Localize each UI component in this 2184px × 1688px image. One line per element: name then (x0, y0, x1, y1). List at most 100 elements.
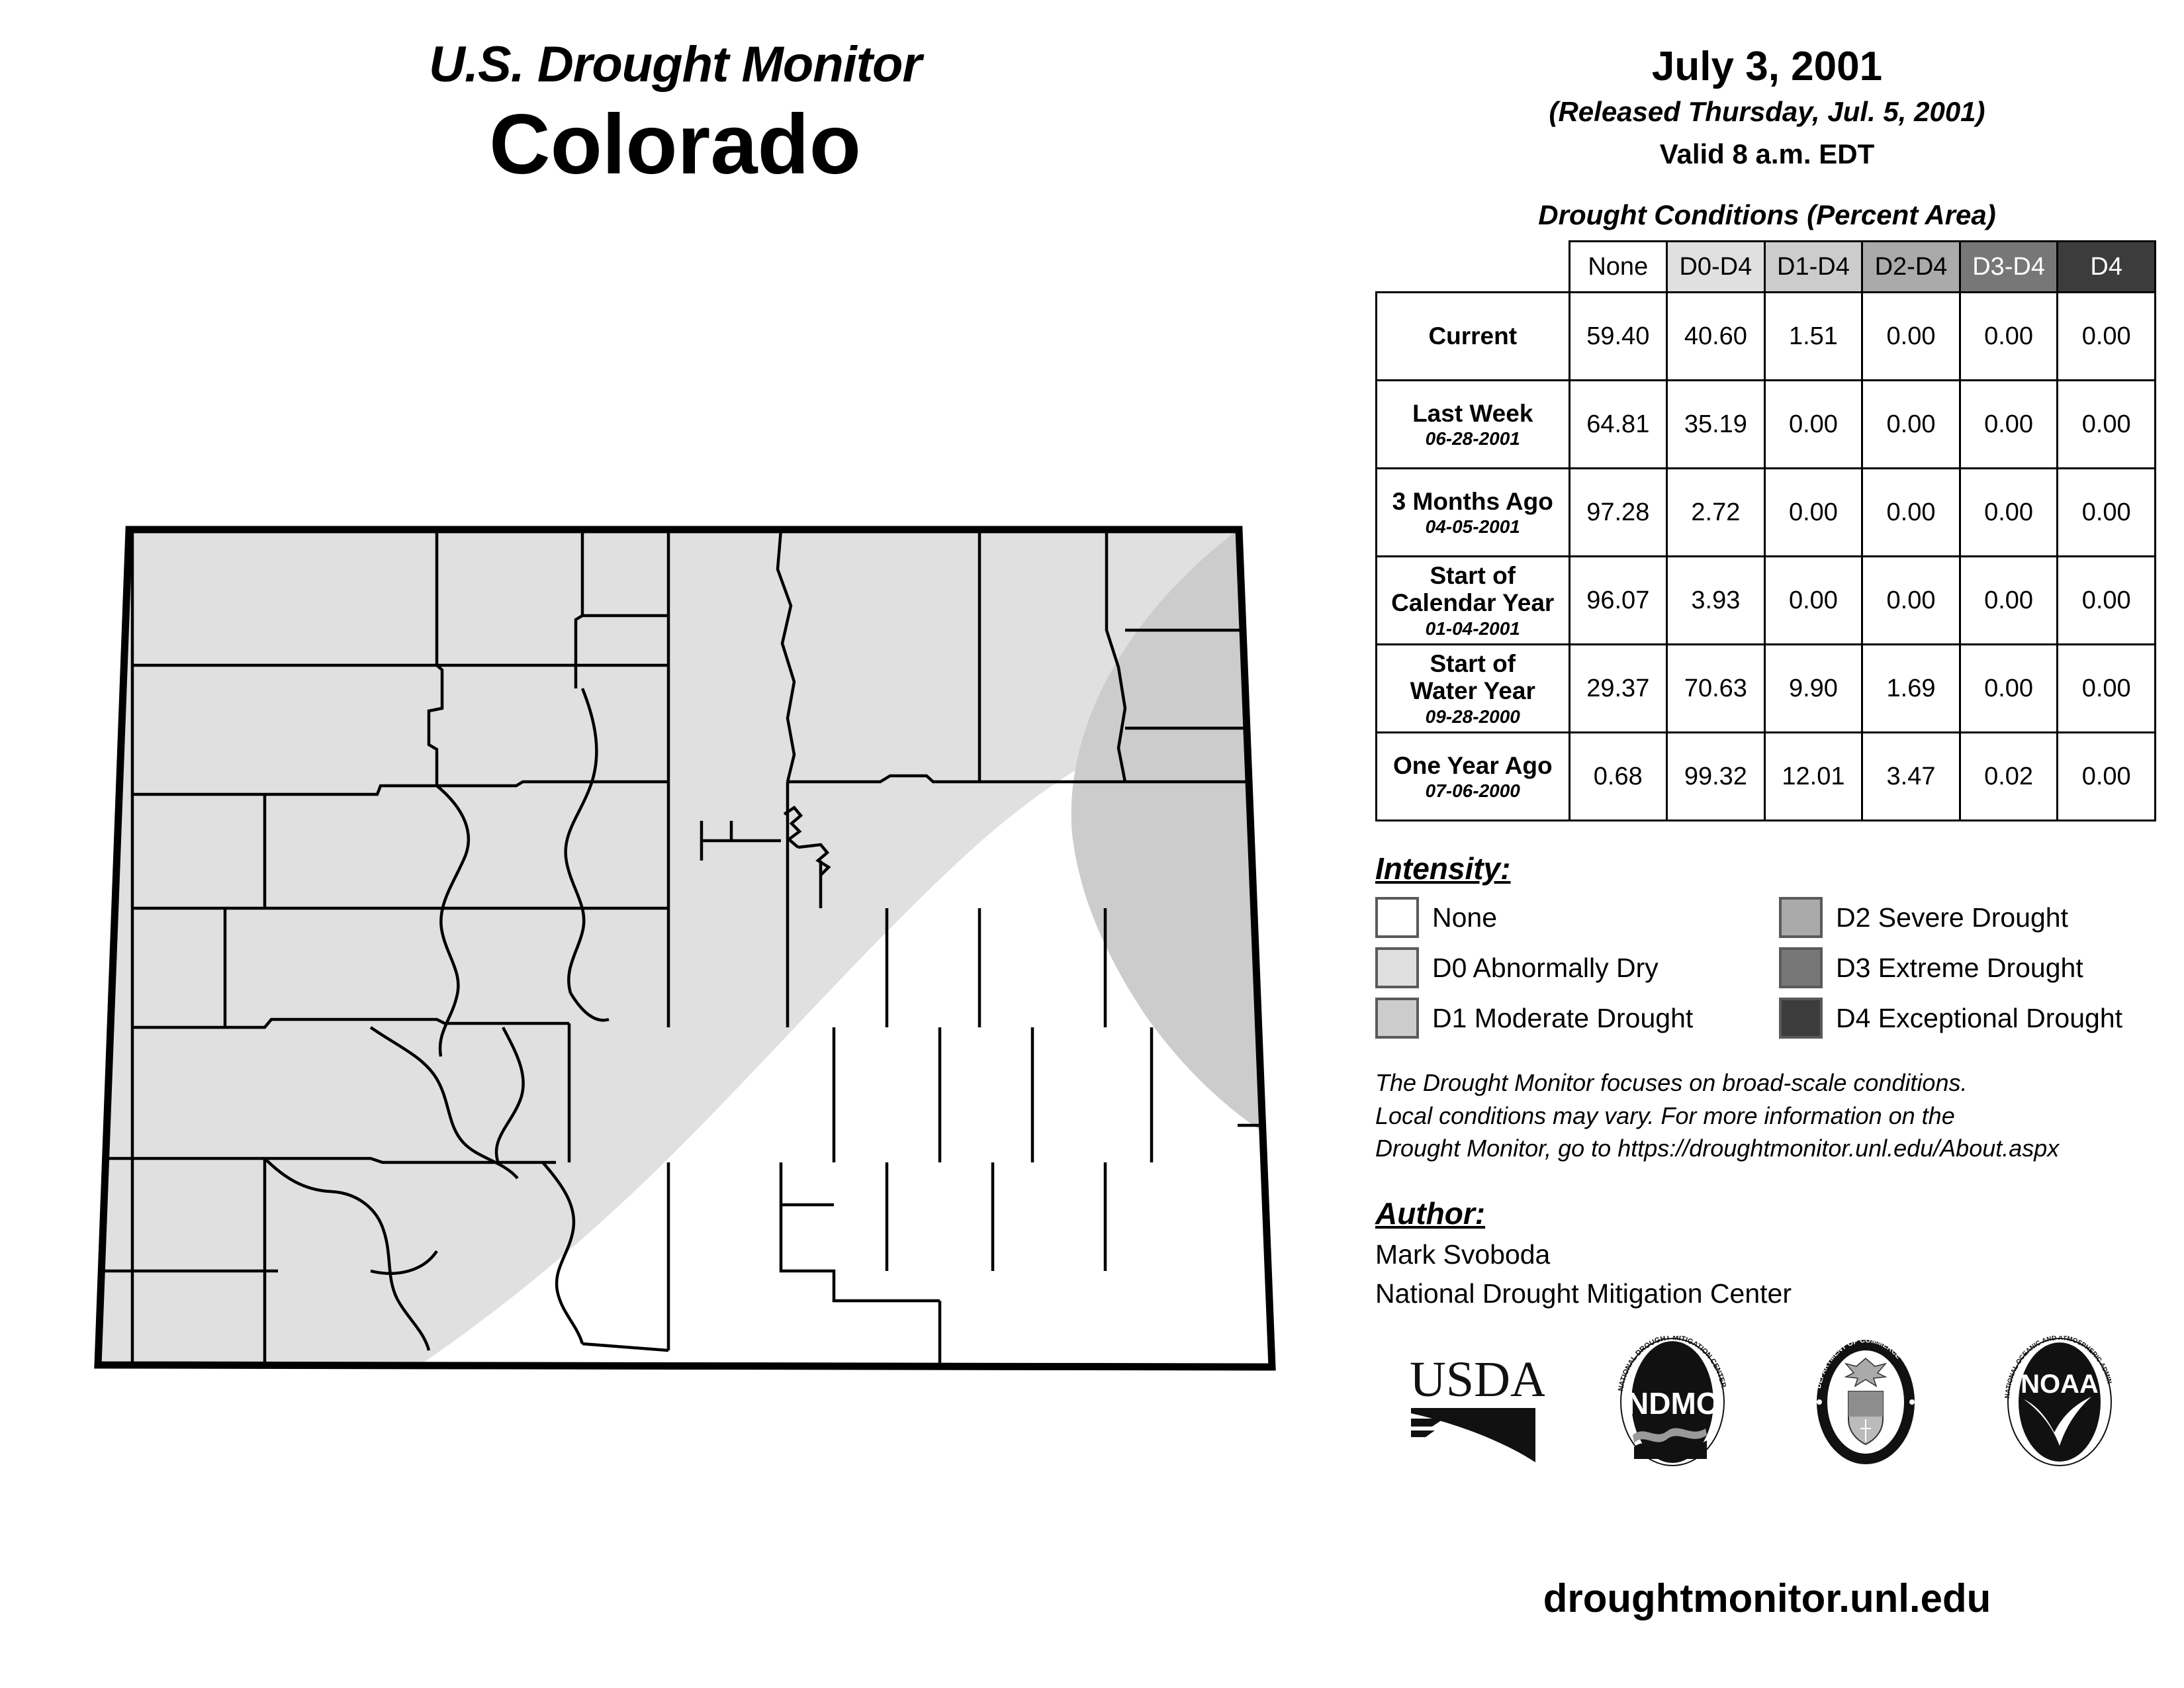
date-block: July 3, 2001 (Released Thursday, Jul. 5,… (1350, 0, 2184, 170)
doc-logo: DEPARTMENT OF COMMERCE (1799, 1336, 1932, 1472)
cell-c-d0: 70.63 (1666, 643, 1766, 734)
legend-item-0: None (1375, 897, 1779, 939)
cell-c-d3: 0.00 (1958, 467, 2059, 558)
cell-c-d3: 0.02 (1958, 731, 2059, 822)
cell-c-d4: 0.00 (2056, 731, 2156, 822)
legend-label-5: D4 Exceptional Drought (1836, 1002, 2123, 1033)
row-label-5: Start of Water Year 09-28-2000 (1375, 643, 1570, 734)
legend-item-5: D4 Exceptional Drought (1779, 998, 2183, 1039)
legend-swatch-0 (1375, 897, 1419, 939)
author-title: Author: (1375, 1196, 1486, 1231)
cell-c-d4: 0.00 (2056, 643, 2156, 734)
cell-c-d0: 99.32 (1666, 731, 1766, 822)
seagull-icon (2023, 1397, 2091, 1446)
legend-swatch-4 (1375, 998, 1419, 1039)
col-header-d2d4: D2-D4 (1861, 240, 1961, 294)
right-panel: July 3, 2001 (Released Thursday, Jul. 5,… (1350, 0, 2184, 1688)
cell-c-d2: 0.00 (1861, 379, 1961, 470)
cell-c-d4: 0.00 (2056, 555, 2156, 646)
author-block: Author: Mark Svoboda National Drought Mi… (1375, 1196, 2184, 1309)
legend-label-1: D2 Severe Drought (1836, 902, 2068, 933)
col-header-d1d4: D1-D4 (1763, 240, 1864, 294)
legend-label-3: D3 Extreme Drought (1836, 952, 2083, 983)
cell-c-d2: 0.00 (1861, 467, 1961, 558)
legend-item-1: D2 Severe Drought (1779, 897, 2183, 939)
author-name: Mark Svoboda (1375, 1239, 1551, 1270)
cell-c-d3: 0.00 (1958, 643, 2059, 734)
cell-c-d2: 0.00 (1861, 291, 1961, 382)
row-date: 06-28-2001 (1425, 428, 1520, 449)
legend-swatch-3 (1779, 947, 1823, 989)
colorado-drought-map[interactable] (0, 490, 1350, 1417)
cell-c-d0: 2.72 (1666, 467, 1766, 558)
table-body: Current 59.40 40.60 1.51 0.00 0.00 0.00 Last We… (1375, 291, 2156, 822)
cell-c-d2: 0.00 (1861, 555, 1961, 646)
noaa-logo: NOAA NATIONAL OCEANIC AND ATMOSPHERIC AD… (1993, 1335, 2126, 1472)
cell-c-d4: 0.00 (2056, 291, 2156, 382)
county-boundaries (99, 530, 1271, 1365)
row-label-4: Start of Calendar Year 01-04-2001 (1375, 555, 1570, 646)
disclaimer-line-3: Drought Monitor, go to https://droughtmo… (1375, 1135, 2060, 1162)
disclaimer-line-2: Local conditions may vary. For more info… (1375, 1102, 1955, 1129)
cell-c-d0: 35.19 (1666, 379, 1766, 470)
cell-c-none: 96.07 (1568, 555, 1668, 646)
ndmc-logo: NDMC NATIONAL DROUGHT MITIGATION CENTER (1606, 1334, 1739, 1472)
intensity-title: Intensity: (1375, 851, 1511, 886)
valid-time: Valid 8 a.m. EDT (1659, 138, 1875, 170)
row-label-3: 3 Months Ago 04-05-2001 (1375, 467, 1570, 558)
cell-c-d3: 0.00 (1958, 379, 2059, 470)
cell-c-none: 64.81 (1568, 379, 1668, 470)
row-date: 01-04-2001 (1425, 618, 1520, 639)
legend-item-2: D0 Abnormally Dry (1375, 947, 1779, 989)
cell-c-d3: 0.00 (1958, 291, 2059, 382)
table-header-row: None D0-D4 D1-D4 D2-D4 D3-D4 D4 (1377, 240, 2156, 294)
legend-item-4: D1 Moderate Drought (1375, 998, 1779, 1039)
table-caption: Drought Conditions (Percent Area) (1538, 199, 1996, 231)
noaa-logo-text: NOAA (2021, 1370, 2099, 1399)
state-outline (94, 526, 1276, 1371)
row-label-6: One Year Ago 07-06-2000 (1375, 731, 1570, 822)
table-corner-cell (1377, 242, 1570, 293)
table-row: One Year Ago 07-06-2000 0.68 99.32 12.01 3.47… (1375, 731, 2156, 822)
table-row: Start of Calendar Year 01-04-2001 96.07 3.93… (1375, 555, 2156, 646)
map-container (0, 490, 1350, 1417)
cell-c-d1: 1.51 (1763, 291, 1864, 382)
col-header-d0d4: D0-D4 (1666, 240, 1766, 294)
disclaimer-text: The Drought Monitor focuses on broad-sca… (1375, 1066, 2156, 1165)
legend-swatch-1 (1779, 897, 1823, 939)
cell-c-d4: 0.00 (2056, 467, 2156, 558)
cell-c-d1: 9.90 (1763, 643, 1864, 734)
logo-row: USDA NDMC (1375, 1334, 2156, 1472)
row-date: 07-06-2000 (1425, 780, 1520, 802)
intensity-legend: Intensity: None D2 Severe Drought D0 Abnor… (1375, 851, 2169, 1039)
table-row: Start of Water Year 09-28-2000 29.37 70.63 9.… (1375, 643, 2156, 734)
cell-c-d3: 0.00 (1958, 555, 2059, 646)
cell-c-d4: 0.00 (2056, 379, 2156, 470)
legend-swatch-5 (1779, 998, 1823, 1039)
footer-url[interactable]: droughtmonitor.unl.edu (1543, 1576, 1991, 1620)
legend-label-0: None (1432, 902, 1498, 933)
cell-c-none: 97.28 (1568, 467, 1668, 558)
row-label-1: Current (1375, 291, 1570, 382)
drought-conditions-table: None D0-D4 D1-D4 D2-D4 D3-D4 D4 Current 5… (1375, 240, 2156, 822)
release-date: (Released Thursday, Jul. 5, 2001) (1549, 96, 1985, 128)
legend-swatch-2 (1375, 947, 1419, 989)
legend-label-2: D0 Abnormally Dry (1432, 952, 1659, 983)
row-date: 09-28-2000 (1425, 706, 1520, 727)
cell-c-d1: 0.00 (1763, 467, 1864, 558)
cell-c-d1: 12.01 (1763, 731, 1864, 822)
report-date: July 3, 2001 (1651, 44, 1883, 89)
ndmc-logo-text: NDMC (1627, 1386, 1718, 1421)
cell-c-none: 29.37 (1568, 643, 1668, 734)
title-block: U.S. Drought Monitor Colorado (0, 40, 1350, 189)
table-row: 3 Months Ago 04-05-2001 97.28 2.72 0.00 0.00 0… (1375, 467, 2156, 558)
program-title: U.S. Drought Monitor (428, 36, 922, 93)
table-row: Last Week 06-28-2001 64.81 35.19 0.00 0.00 0.0… (1375, 379, 2156, 470)
legend-item-3: D3 Extreme Drought (1779, 947, 2183, 989)
cell-c-d1: 0.00 (1763, 555, 1864, 646)
col-header-none: None (1568, 240, 1668, 294)
cell-c-none: 59.40 (1568, 291, 1668, 382)
row-label-2: Last Week 06-28-2001 (1375, 379, 1570, 470)
usda-logo-text: USDA (1410, 1352, 1545, 1407)
